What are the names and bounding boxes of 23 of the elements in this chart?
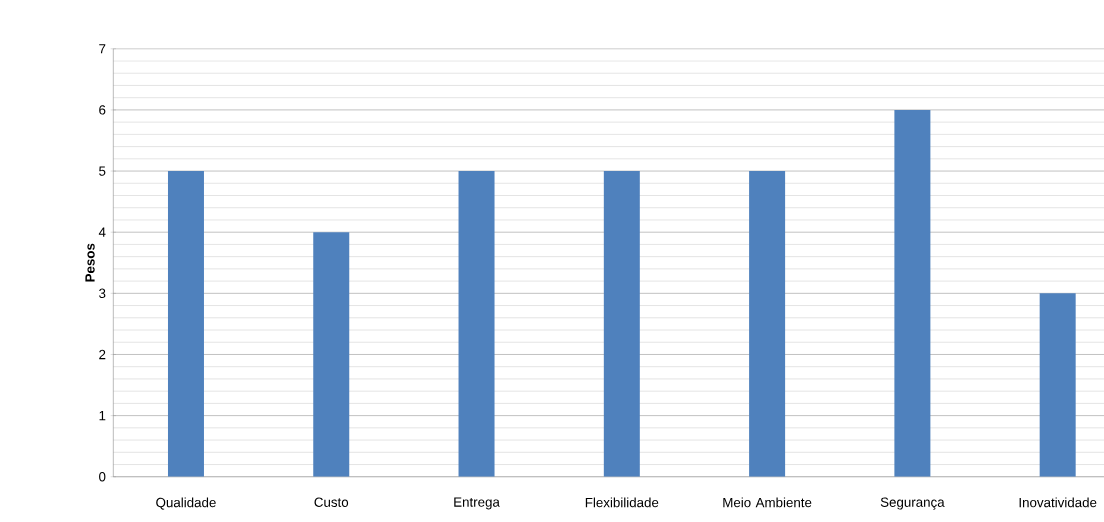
- bar: [749, 171, 786, 477]
- y-tick-label: 5: [99, 166, 106, 176]
- x-tick-label: Segurança: [880, 497, 945, 510]
- x-tick-label: Meio Ambiente: [723, 497, 812, 508]
- y-tick-label: 6: [99, 105, 106, 115]
- bar: [894, 109, 931, 477]
- x-tick-label: Inovatividade: [1019, 497, 1097, 508]
- bar: [313, 232, 350, 477]
- y-tick-label: 1: [99, 411, 106, 421]
- x-tick-label: Qualidade: [156, 497, 216, 510]
- x-tick-label: Entrega: [454, 497, 500, 510]
- bar: [458, 171, 495, 477]
- x-tick-label: Custo: [314, 497, 349, 507]
- y-tick-label: 7: [99, 44, 106, 54]
- y-tick-label: 4: [98, 227, 106, 237]
- bar: [167, 171, 204, 477]
- y-tick-label: 3: [99, 288, 106, 299]
- y-tick-label: 0: [99, 472, 106, 482]
- bar: [1039, 293, 1076, 477]
- y-tick-label: 2: [99, 349, 106, 360]
- bar: [603, 171, 640, 477]
- y-axis-title: Pesos: [85, 243, 95, 282]
- x-tick-label: Flexibilidade: [585, 497, 659, 508]
